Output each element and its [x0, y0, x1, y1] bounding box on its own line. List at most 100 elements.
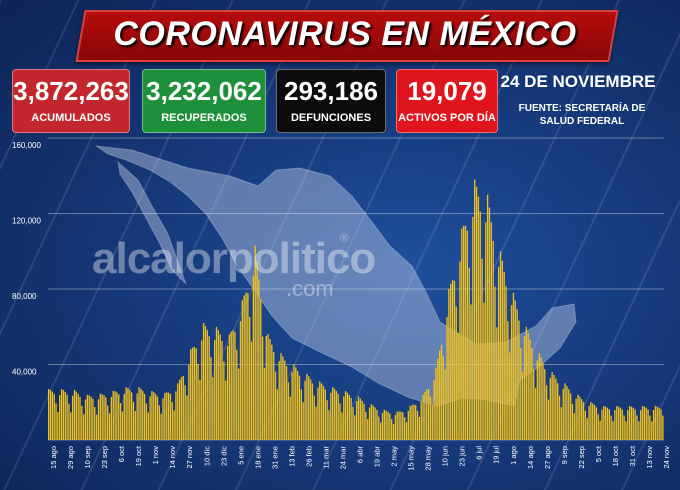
bar [649, 415, 651, 440]
bar [520, 347, 522, 440]
bar [171, 402, 173, 440]
bar [416, 410, 419, 440]
bar [426, 389, 428, 440]
bar [462, 225, 465, 440]
bar [169, 393, 172, 440]
bar [636, 415, 638, 440]
bar [617, 406, 620, 440]
bar [529, 339, 531, 440]
bar [643, 406, 646, 440]
bar [407, 410, 409, 440]
bar [634, 409, 636, 440]
bar [564, 383, 566, 441]
bar [306, 373, 308, 440]
bar [201, 340, 203, 440]
bar [274, 371, 277, 440]
bar [265, 335, 267, 440]
bar [332, 387, 334, 440]
bar [191, 347, 194, 440]
bar [525, 326, 528, 440]
bar [368, 407, 371, 440]
bar [586, 418, 588, 440]
bar [654, 406, 657, 440]
bar [302, 402, 304, 440]
bar [237, 368, 240, 440]
bar [260, 299, 262, 440]
bar [352, 407, 354, 440]
bar [193, 346, 196, 440]
bar [429, 396, 432, 440]
bar [403, 417, 406, 440]
bar [197, 363, 199, 440]
bar [376, 409, 378, 440]
bar [156, 396, 159, 440]
bar [59, 395, 61, 440]
bar [420, 401, 422, 440]
bar [62, 390, 65, 440]
bar [138, 387, 140, 440]
bar [296, 370, 299, 440]
bar [308, 376, 310, 440]
bar [99, 393, 101, 440]
x-tick-label: 5 ene [236, 446, 245, 465]
bar [346, 392, 349, 440]
bar [287, 382, 290, 440]
bar [394, 414, 397, 440]
bar [311, 383, 314, 440]
bar [226, 346, 229, 440]
bar [510, 305, 513, 440]
bar [431, 404, 433, 440]
y-tick-label: 80,000 [12, 292, 37, 301]
bar [544, 369, 546, 440]
bar [333, 388, 336, 440]
bar [549, 377, 551, 440]
bar [475, 186, 478, 440]
bar [461, 228, 463, 440]
bar [575, 398, 577, 440]
x-tick-label: 19 abr [373, 445, 382, 467]
bar [66, 394, 68, 440]
bar [521, 372, 524, 440]
bar [285, 366, 288, 440]
bar [534, 388, 537, 440]
bar [177, 383, 179, 441]
bar [51, 391, 54, 440]
bar [147, 412, 149, 440]
bar [245, 292, 247, 440]
bar [60, 389, 63, 440]
bar [320, 383, 323, 440]
bar [250, 341, 253, 440]
bar [256, 261, 258, 440]
bar [90, 396, 92, 440]
bar [566, 386, 568, 440]
bar [293, 364, 295, 440]
watermark-domain: .com [286, 276, 334, 301]
bar [160, 413, 162, 440]
bar [68, 403, 70, 440]
bar [621, 409, 623, 440]
x-tick-label: 13 nov [645, 446, 654, 469]
bar [129, 389, 131, 440]
bar [433, 380, 435, 440]
bar [581, 399, 583, 440]
bar [212, 377, 214, 440]
bar [350, 398, 352, 440]
bar [53, 394, 55, 440]
bar [514, 300, 516, 440]
bar [557, 383, 559, 440]
bar [335, 390, 338, 440]
x-tick-label: 15 ago [49, 446, 58, 469]
bar [164, 392, 166, 440]
bar [538, 353, 540, 440]
bar [444, 369, 446, 440]
bar [188, 364, 190, 440]
bar [518, 320, 520, 440]
bar [422, 394, 424, 440]
bar [175, 391, 177, 440]
stat-active: 19,079 ACTIVOS POR DÍA [396, 69, 498, 133]
bar [651, 421, 653, 440]
bar [391, 419, 393, 440]
bar [505, 286, 507, 440]
x-tick-label: 14 ago [526, 446, 535, 469]
bar [206, 329, 208, 440]
